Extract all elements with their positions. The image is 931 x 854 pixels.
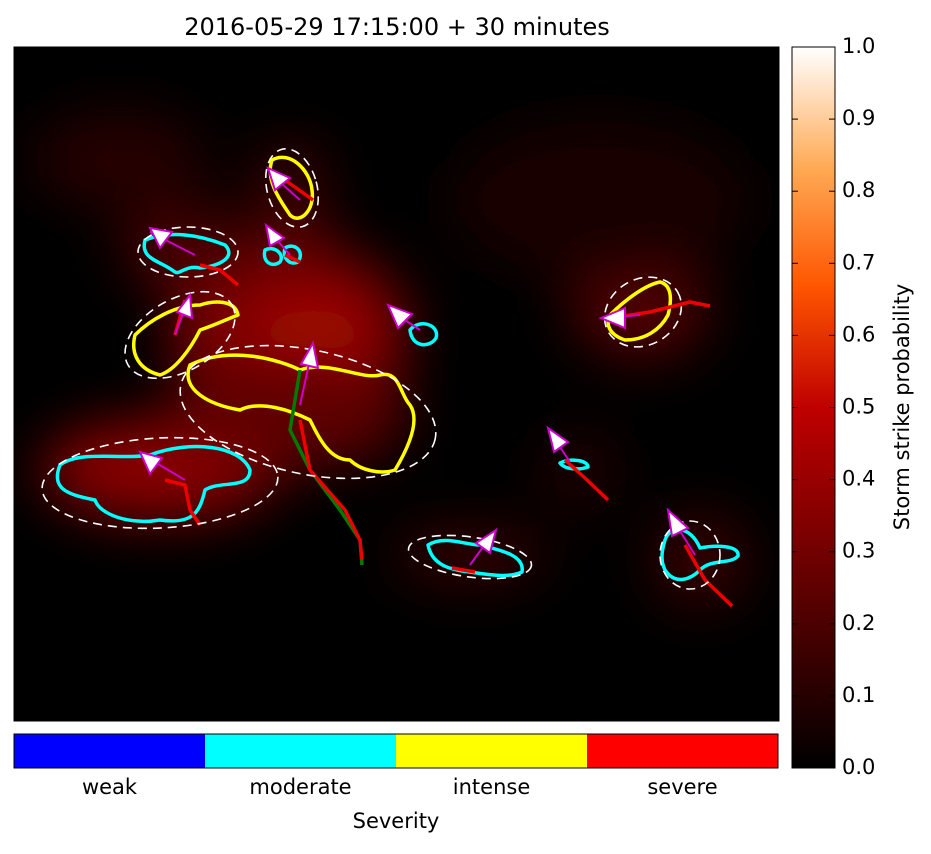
colorbar-tick-label: 0.0 (842, 755, 875, 779)
severity-frame (13, 733, 779, 769)
colorbar-label: Storm strike probability (890, 284, 914, 531)
severity-title: Severity (353, 809, 440, 833)
colorbar-tick-label: 0.9 (842, 106, 875, 130)
severity-label: moderate (249, 775, 351, 799)
severity-label: weak (82, 775, 138, 799)
severity-swatch (396, 734, 587, 768)
colorbar-tick-label: 0.1 (842, 683, 875, 707)
colorbar-tick-label: 0.5 (842, 395, 875, 419)
probability-map (14, 47, 779, 721)
colorbar-tick-label: 0.6 (842, 322, 875, 346)
colorbar-tick-label: 0.2 (842, 611, 875, 635)
severity-bar (14, 734, 778, 768)
colorbar-tick-label: 0.7 (842, 250, 875, 274)
plot-frame (13, 46, 780, 722)
colorbar (791, 46, 836, 769)
colorbar-tick-label: 0.4 (842, 467, 875, 491)
colorbar-tick-label: 0.8 (842, 178, 875, 202)
colorbar-tick-label: 1.0 (842, 34, 875, 58)
severity-swatch (587, 734, 778, 768)
colorbar-tick-label: 0.3 (842, 539, 875, 563)
severity-swatch (205, 734, 396, 768)
severity-label: intense (453, 775, 530, 799)
severity-label: severe (647, 775, 717, 799)
severity-swatch (14, 734, 205, 768)
chart-title: 2016-05-29 17:15:00 + 30 minutes (184, 13, 610, 41)
